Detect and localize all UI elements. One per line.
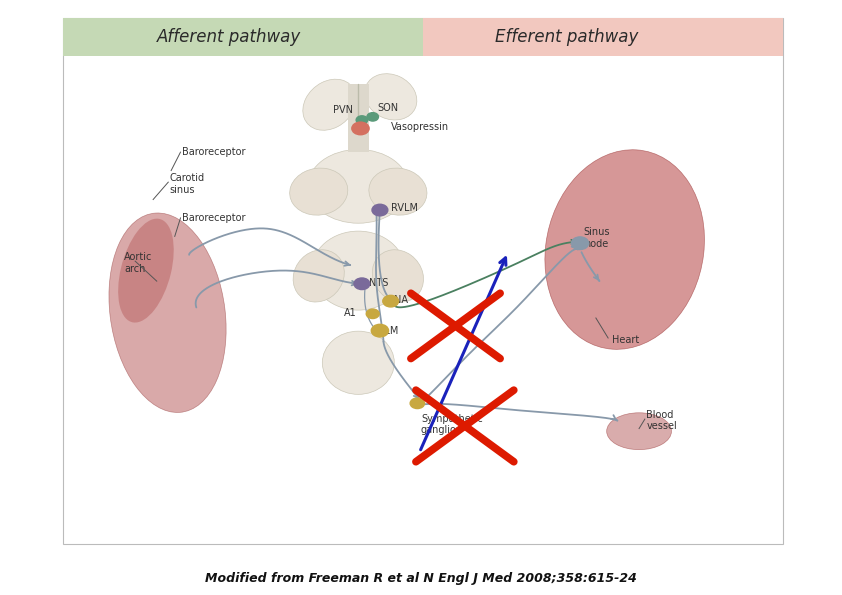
Circle shape	[372, 204, 388, 216]
Text: Sinus
node: Sinus node	[584, 227, 610, 249]
Ellipse shape	[545, 150, 705, 349]
Ellipse shape	[322, 331, 394, 394]
Ellipse shape	[308, 149, 408, 223]
Text: A1: A1	[344, 308, 357, 318]
Bar	[348, 84, 369, 152]
Circle shape	[371, 324, 388, 337]
Ellipse shape	[293, 250, 344, 302]
Text: Aortic
arch: Aortic arch	[125, 252, 152, 274]
Circle shape	[367, 112, 378, 121]
Bar	[63, 18, 423, 56]
Ellipse shape	[607, 413, 671, 450]
Circle shape	[356, 116, 368, 124]
Ellipse shape	[290, 168, 348, 215]
Text: Blood
vessel: Blood vessel	[647, 410, 677, 431]
Text: Efferent pathway: Efferent pathway	[495, 28, 639, 46]
Text: Vasopressin: Vasopressin	[391, 123, 449, 132]
Circle shape	[354, 278, 370, 290]
Ellipse shape	[118, 218, 173, 322]
Ellipse shape	[372, 250, 424, 302]
Text: Baroreceptor: Baroreceptor	[182, 213, 245, 223]
Ellipse shape	[369, 168, 427, 215]
Circle shape	[572, 237, 589, 249]
Text: Baroreceptor: Baroreceptor	[182, 147, 245, 157]
Ellipse shape	[365, 74, 417, 120]
Ellipse shape	[312, 231, 405, 310]
Text: Heart: Heart	[612, 335, 639, 345]
Text: SON: SON	[378, 103, 399, 113]
Text: Modified from Freeman R et al N Engl J Med 2008;358:615-24: Modified from Freeman R et al N Engl J M…	[205, 572, 637, 585]
Text: PVN: PVN	[333, 105, 354, 115]
Text: RVLM: RVLM	[391, 203, 418, 214]
Text: NTS: NTS	[369, 278, 388, 288]
Circle shape	[410, 398, 424, 409]
Bar	[423, 18, 783, 56]
Text: Carotid
sinus: Carotid sinus	[170, 173, 205, 195]
Text: Afferent pathway: Afferent pathway	[157, 28, 301, 46]
Circle shape	[366, 309, 379, 318]
Circle shape	[352, 122, 369, 134]
Text: Sympathetic
ganglion: Sympathetic ganglion	[421, 414, 482, 436]
Text: NA: NA	[394, 295, 408, 305]
Circle shape	[383, 295, 398, 307]
Text: CVLM: CVLM	[371, 326, 398, 336]
Ellipse shape	[303, 79, 356, 130]
Ellipse shape	[109, 213, 226, 412]
